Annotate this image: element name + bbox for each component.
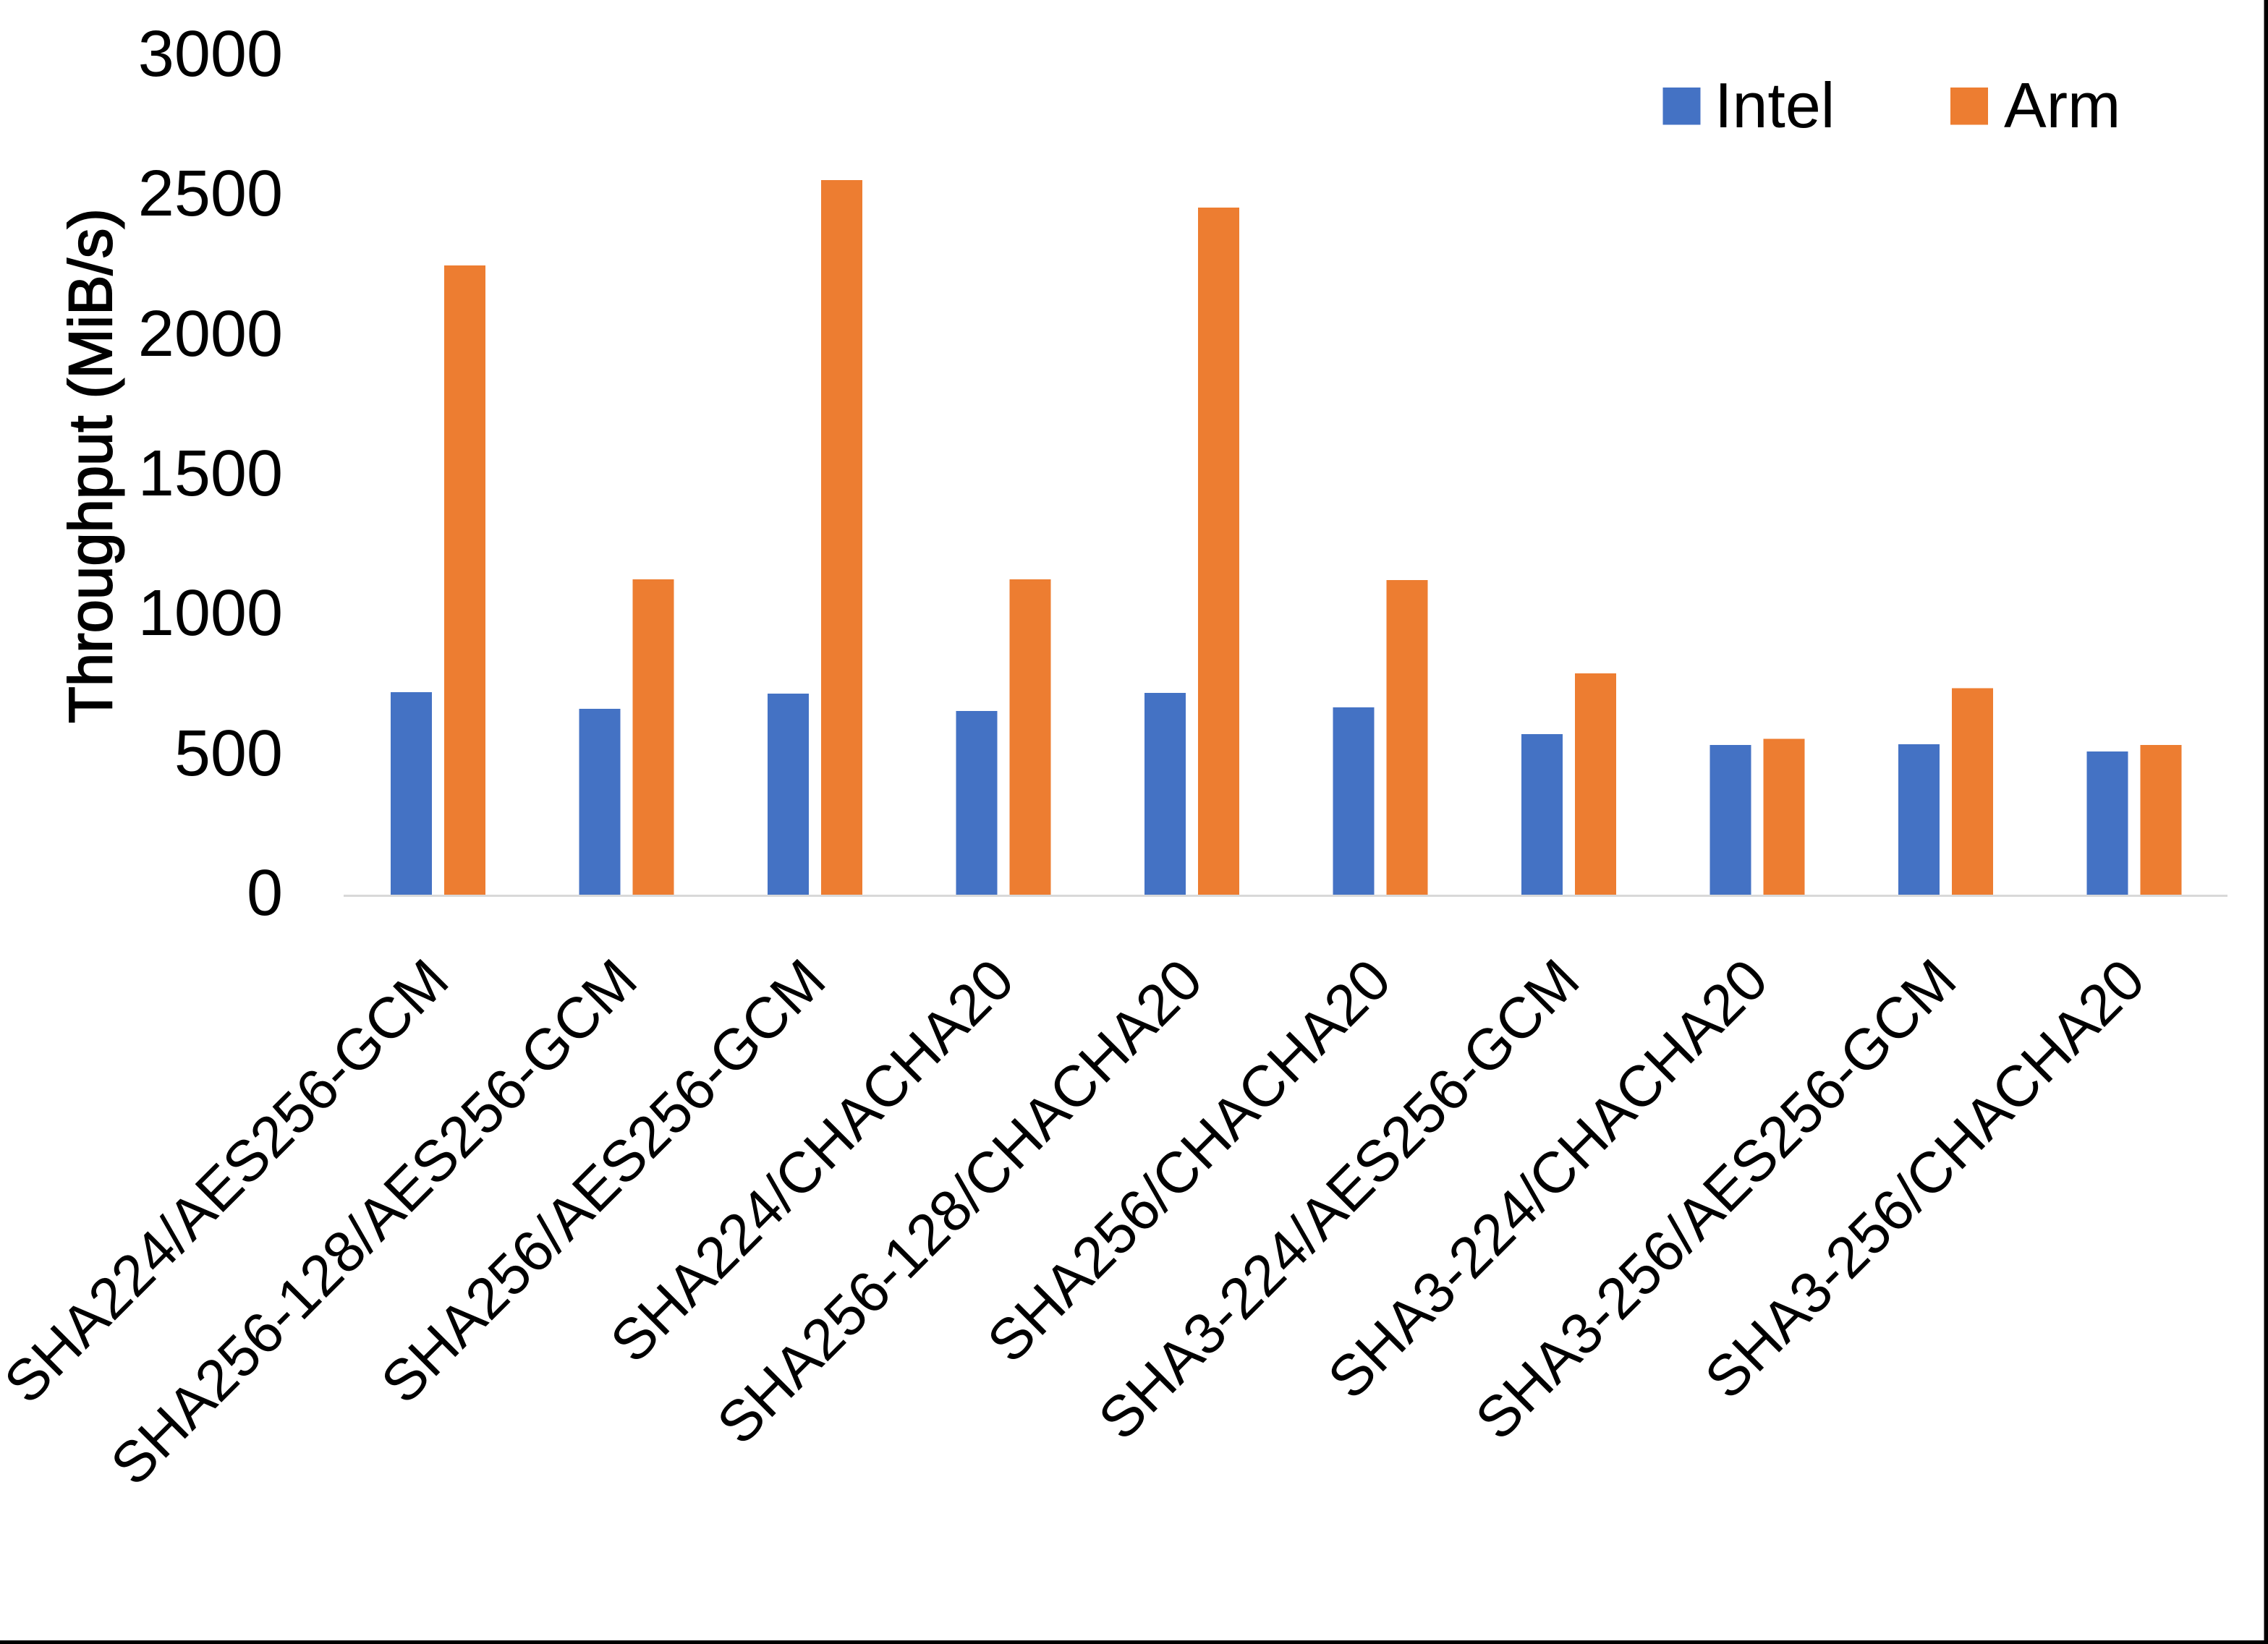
svg-text:3000: 3000 — [138, 18, 283, 90]
svg-text:1000: 1000 — [138, 577, 283, 649]
svg-text:0: 0 — [247, 857, 283, 929]
svg-text:Intel: Intel — [1715, 69, 1835, 141]
svg-text:2000: 2000 — [138, 298, 283, 370]
svg-text:Arm: Arm — [2004, 69, 2120, 141]
svg-text:2500: 2500 — [138, 158, 283, 230]
svg-text:1500: 1500 — [138, 438, 283, 510]
svg-text:500: 500 — [174, 717, 283, 790]
svg-text:Throughput (MiB/s): Throughput (MiB/s) — [56, 208, 124, 723]
